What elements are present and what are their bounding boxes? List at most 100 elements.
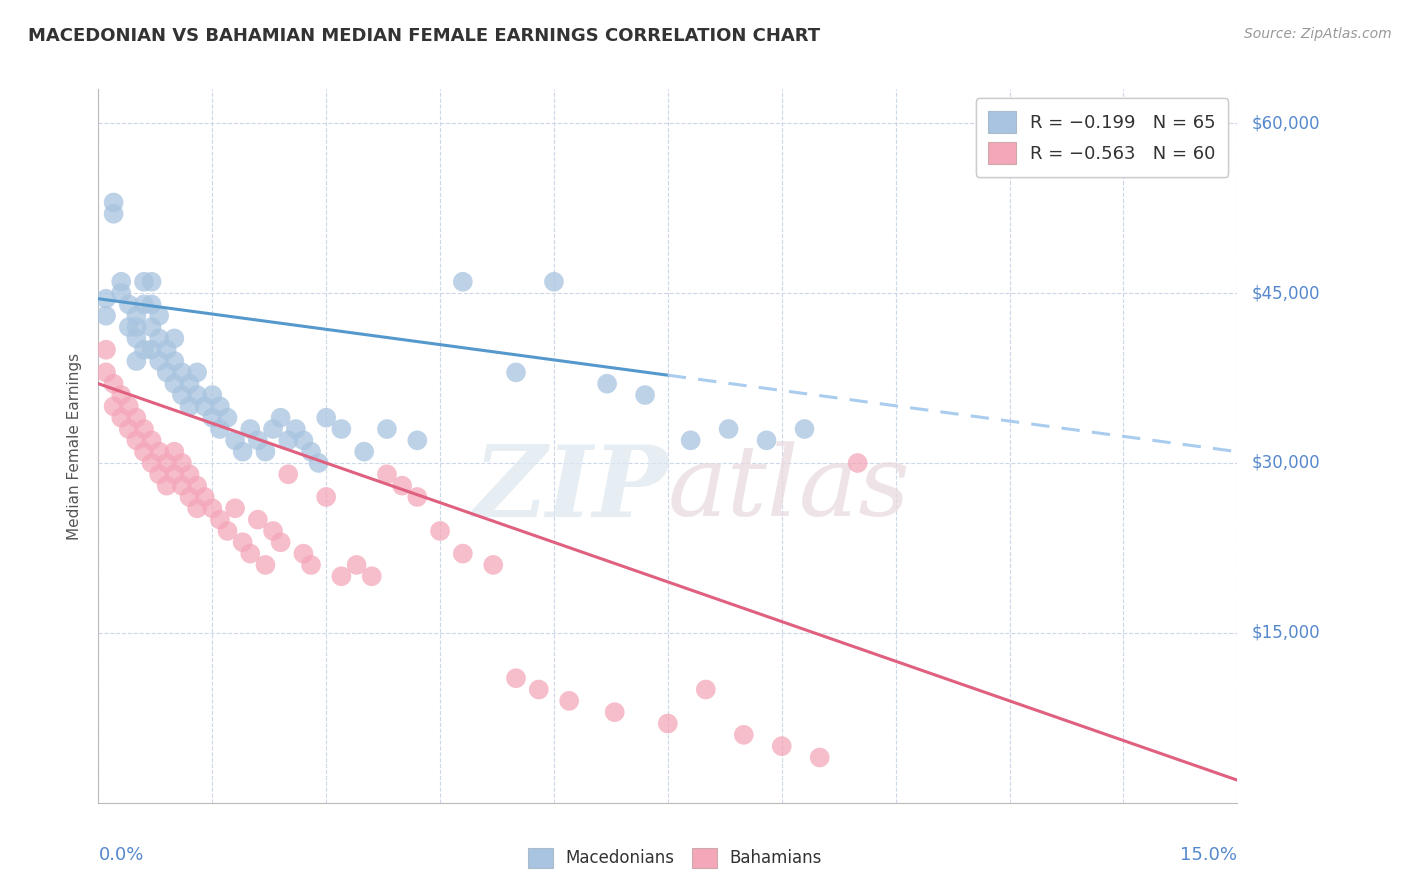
Text: atlas: atlas xyxy=(668,442,911,536)
Point xyxy=(118,422,141,436)
Point xyxy=(208,513,231,527)
Point xyxy=(451,547,474,561)
Point xyxy=(254,558,277,572)
Point xyxy=(308,456,330,470)
Point xyxy=(217,410,239,425)
Point xyxy=(262,422,284,436)
Point xyxy=(141,434,163,448)
Point xyxy=(125,331,148,345)
Point xyxy=(292,547,315,561)
Point xyxy=(505,365,527,379)
Text: Source: ZipAtlas.com: Source: ZipAtlas.com xyxy=(1244,27,1392,41)
Point xyxy=(186,365,208,379)
Point xyxy=(110,275,132,289)
Point xyxy=(391,478,413,492)
Point xyxy=(163,354,186,368)
Point xyxy=(110,410,132,425)
Point xyxy=(717,422,740,436)
Legend: R = −0.199   N = 65, R = −0.563   N = 60: R = −0.199 N = 65, R = −0.563 N = 60 xyxy=(976,98,1229,177)
Point xyxy=(179,376,201,391)
Point xyxy=(482,558,505,572)
Text: 15.0%: 15.0% xyxy=(1180,846,1237,863)
Point xyxy=(224,434,246,448)
Point xyxy=(163,444,186,458)
Point xyxy=(505,671,527,685)
Point xyxy=(186,478,208,492)
Point xyxy=(657,716,679,731)
Point xyxy=(94,343,117,357)
Point xyxy=(170,456,193,470)
Point xyxy=(315,410,337,425)
Point xyxy=(543,275,565,289)
Point xyxy=(125,434,148,448)
Point xyxy=(201,388,224,402)
Text: 0.0%: 0.0% xyxy=(98,846,143,863)
Point xyxy=(846,456,869,470)
Point xyxy=(360,569,382,583)
Point xyxy=(103,400,125,414)
Point xyxy=(353,444,375,458)
Point xyxy=(277,467,299,482)
Point xyxy=(163,376,186,391)
Point xyxy=(103,195,125,210)
Point xyxy=(201,501,224,516)
Point xyxy=(148,467,170,482)
Point xyxy=(163,467,186,482)
Point xyxy=(299,444,322,458)
Point xyxy=(148,331,170,345)
Point xyxy=(232,444,254,458)
Point xyxy=(103,376,125,391)
Point xyxy=(118,297,141,311)
Point xyxy=(186,501,208,516)
Point xyxy=(148,309,170,323)
Point xyxy=(451,275,474,289)
Point xyxy=(148,354,170,368)
Point xyxy=(755,434,778,448)
Point xyxy=(770,739,793,754)
Point xyxy=(239,547,262,561)
Point xyxy=(125,354,148,368)
Point xyxy=(284,422,307,436)
Point xyxy=(179,400,201,414)
Point xyxy=(217,524,239,538)
Text: $60,000: $60,000 xyxy=(1251,114,1320,132)
Point xyxy=(239,422,262,436)
Point xyxy=(156,343,179,357)
Point xyxy=(292,434,315,448)
Point xyxy=(132,343,155,357)
Point xyxy=(170,478,193,492)
Point xyxy=(246,434,269,448)
Text: ZIP: ZIP xyxy=(472,441,668,537)
Point xyxy=(141,343,163,357)
Point xyxy=(170,365,193,379)
Point xyxy=(254,444,277,458)
Point xyxy=(232,535,254,549)
Point xyxy=(141,320,163,334)
Point xyxy=(186,388,208,402)
Point xyxy=(141,275,163,289)
Point xyxy=(558,694,581,708)
Point xyxy=(110,388,132,402)
Point xyxy=(262,524,284,538)
Point xyxy=(94,292,117,306)
Point xyxy=(277,434,299,448)
Point xyxy=(315,490,337,504)
Y-axis label: Median Female Earnings: Median Female Earnings xyxy=(67,352,83,540)
Point xyxy=(346,558,368,572)
Point xyxy=(125,410,148,425)
Point xyxy=(125,320,148,334)
Point xyxy=(224,501,246,516)
Point xyxy=(679,434,702,448)
Legend: Macedonians, Bahamians: Macedonians, Bahamians xyxy=(520,841,830,875)
Point xyxy=(156,478,179,492)
Point xyxy=(429,524,451,538)
Point xyxy=(270,535,292,549)
Point xyxy=(634,388,657,402)
Point xyxy=(156,456,179,470)
Point xyxy=(596,376,619,391)
Point xyxy=(110,286,132,301)
Point xyxy=(695,682,717,697)
Point xyxy=(163,331,186,345)
Point xyxy=(201,410,224,425)
Point xyxy=(148,444,170,458)
